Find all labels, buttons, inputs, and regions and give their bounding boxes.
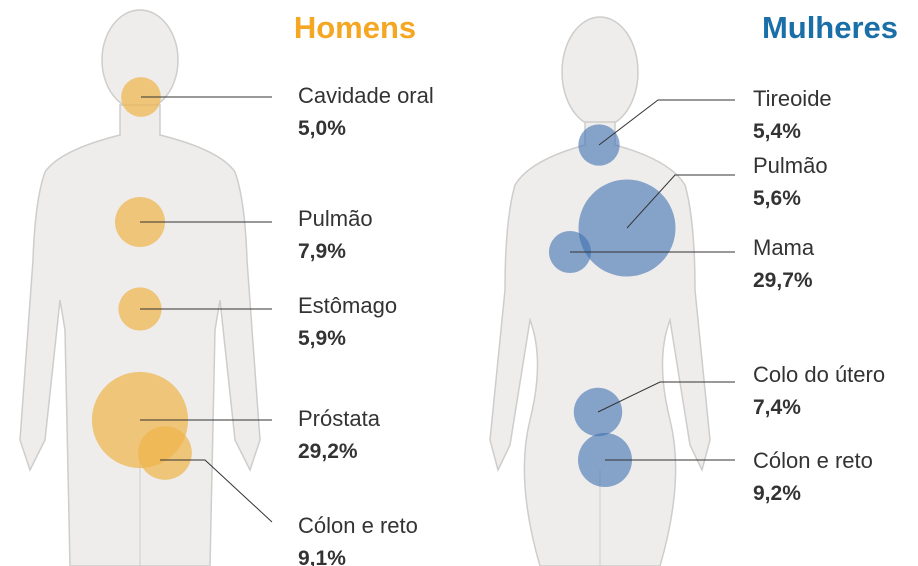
label-value: 7,4% xyxy=(753,396,801,419)
label-name: Próstata xyxy=(298,406,381,431)
label-value: 5,9% xyxy=(298,327,346,350)
label-value: 9,2% xyxy=(753,482,801,505)
label-name: Cólon e reto xyxy=(298,513,418,538)
label-value: 5,6% xyxy=(753,187,801,210)
head xyxy=(562,17,638,127)
label-name: Cavidade oral xyxy=(298,83,434,108)
title: Homens xyxy=(294,10,416,45)
label-value: 7,9% xyxy=(298,240,346,263)
label-value: 9,1% xyxy=(298,547,346,566)
bubble xyxy=(138,426,192,480)
infographic: Homens Mulheres Cavidade oral 5,0% Pulmão 7… xyxy=(0,0,918,566)
label-value: 5,0% xyxy=(298,117,346,140)
label-name: Pulmão xyxy=(298,206,373,231)
label-name: Pulmão xyxy=(753,153,828,178)
label-name: Colo do útero xyxy=(753,362,885,387)
label-value: 29,7% xyxy=(753,269,813,292)
label-name: Tireoide xyxy=(753,86,832,111)
label-name: Mama xyxy=(753,235,815,260)
label-name: Estômago xyxy=(298,293,397,318)
label-value: 5,4% xyxy=(753,120,801,143)
title: Mulheres xyxy=(762,10,898,45)
label-value: 29,2% xyxy=(298,440,358,463)
label-name: Cólon e reto xyxy=(753,448,873,473)
